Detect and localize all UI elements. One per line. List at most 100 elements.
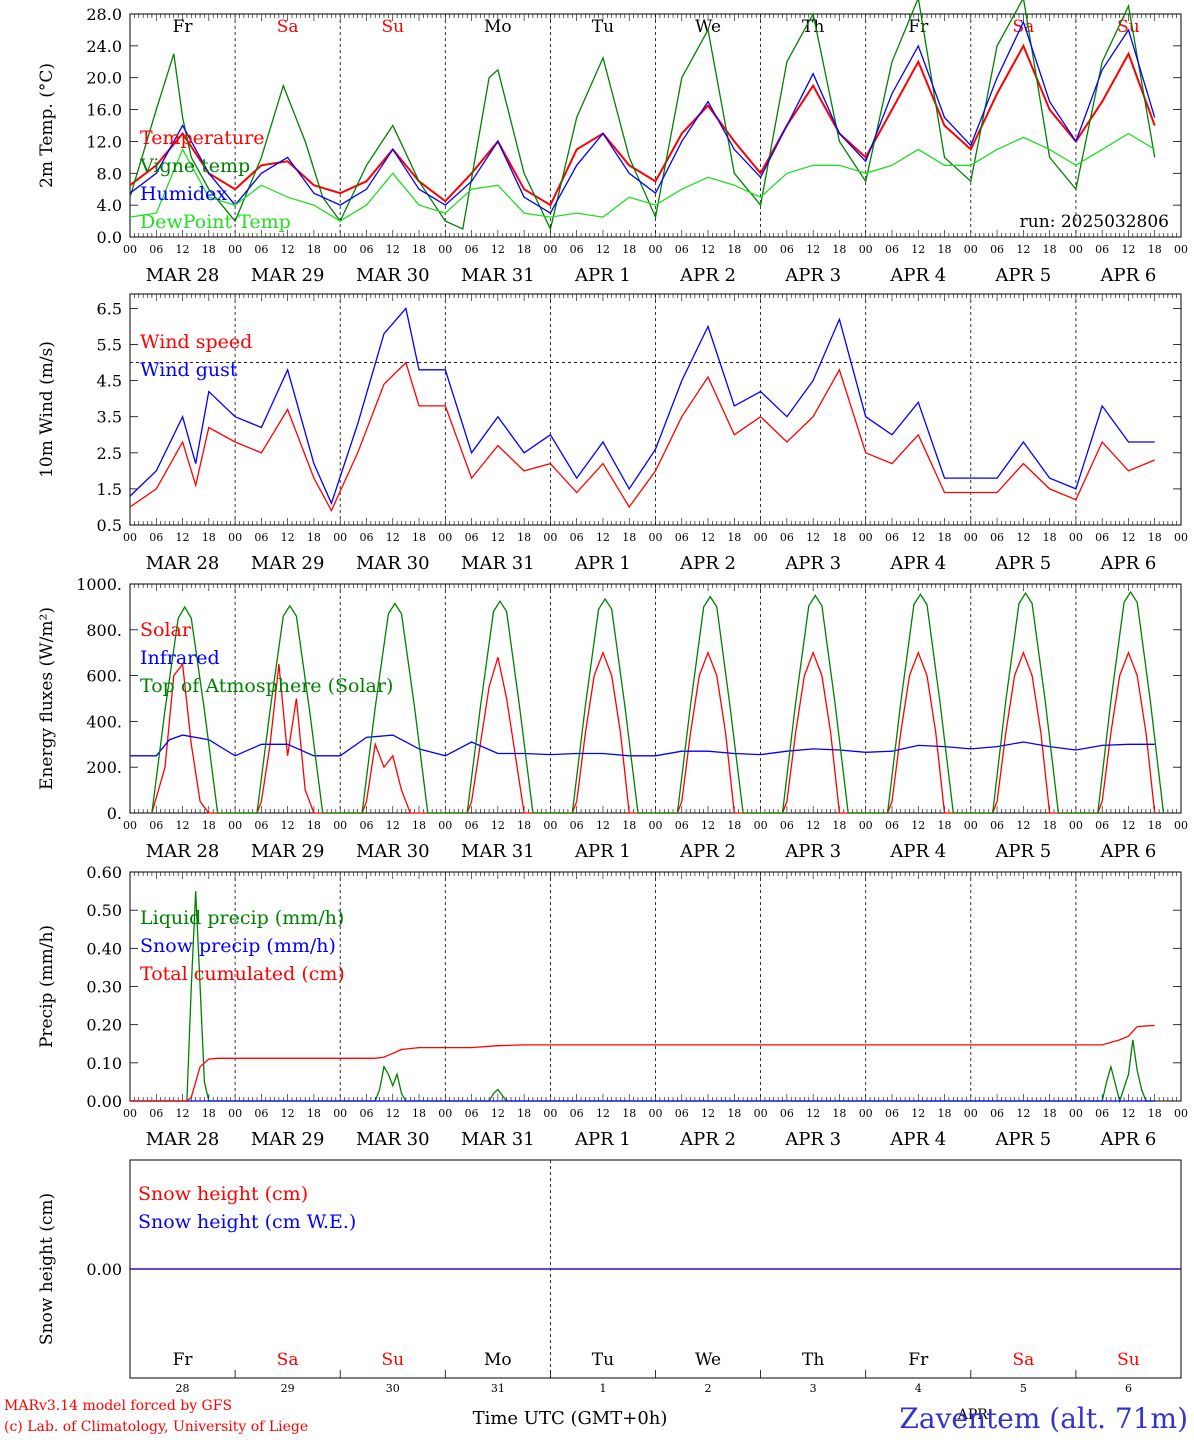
hour-tick-label: 06 (885, 243, 899, 256)
hour-tick-label: 12 (176, 1107, 190, 1120)
day-name: Sa (1012, 17, 1034, 37)
hour-tick-label: 18 (1043, 819, 1057, 832)
date-label: APR 6 (1100, 1129, 1157, 1150)
hour-tick-label: 06 (1095, 819, 1109, 832)
panel-energy: 00 06 12 18 00 06 12 18 00 06 12 18 00 06 12 18 00 06 12 18… (37, 575, 1188, 862)
hour-tick-label: 06 (990, 1107, 1004, 1120)
hour-tick-label: 00 (333, 819, 347, 832)
hour-tick-label: 18 (412, 531, 426, 544)
y-axis-label: Snow height (cm) (37, 1193, 57, 1345)
hour-tick-label: 06 (359, 531, 373, 544)
hour-tick-label: 12 (1016, 819, 1030, 832)
panel-wind: 00 06 12 18 00 06 12 18 00 06 12 18 00 06 12 18 00 06 12 18… (37, 293, 1188, 574)
hour-tick-label: 12 (701, 819, 715, 832)
hour-tick-label: 00 (123, 819, 137, 832)
hour-tick-label: 12 (176, 531, 190, 544)
hour-tick-label: 06 (990, 531, 1004, 544)
copyright-credit: (c) Lab. of Climatology, University of L… (4, 1419, 309, 1435)
hour-tick-label: 18 (727, 819, 741, 832)
hour-tick-label: 06 (780, 531, 794, 544)
hour-tick-label: 00 (754, 531, 768, 544)
hour-tick-label: 00 (228, 819, 242, 832)
hour-tick-label: 12 (281, 243, 295, 256)
hour-tick-label: 06 (149, 1107, 163, 1120)
hour-tick-label: 12 (911, 243, 925, 256)
y-tick-label: 0.00 (86, 1260, 122, 1279)
hour-tick-label: 06 (149, 243, 163, 256)
hour-tick-label: 12 (1121, 819, 1135, 832)
date-label: MAR 31 (461, 841, 535, 862)
x-axis-label: Time UTC (GMT+0h) (473, 1408, 668, 1429)
hour-tick-label: 06 (359, 819, 373, 832)
y-tick-label: 0.20 (86, 1016, 122, 1035)
hour-tick-label: 18 (202, 531, 216, 544)
hour-tick-label: 00 (228, 531, 242, 544)
day-number: 6 (1125, 1382, 1132, 1395)
hour-tick-label: 00 (649, 531, 663, 544)
hour-tick-label: 06 (675, 243, 689, 256)
hour-tick-label: 00 (964, 1107, 978, 1120)
legend-entry: Temperature (140, 127, 264, 149)
hour-tick-label: 00 (228, 243, 242, 256)
date-label: APR 3 (784, 841, 841, 862)
day-number: 2 (705, 1382, 712, 1395)
hour-tick-label: 00 (964, 531, 978, 544)
hour-tick-label: 18 (1148, 243, 1162, 256)
date-label: APR 3 (784, 265, 841, 286)
hour-tick-label: 18 (832, 243, 846, 256)
y-tick-label: 1000. (76, 575, 122, 594)
y-tick-label: 600. (86, 667, 122, 686)
hour-tick-label: 06 (675, 531, 689, 544)
hour-tick-label: 18 (517, 819, 531, 832)
day-number: 29 (281, 1382, 295, 1395)
hour-tick-label: 12 (1016, 1107, 1030, 1120)
day-name: We (695, 17, 721, 37)
hour-tick-label: 12 (386, 819, 400, 832)
day-name: Sa (277, 1350, 299, 1370)
date-label: APR 4 (889, 1129, 946, 1150)
day-number: 31 (491, 1382, 505, 1395)
hour-tick-label: 00 (123, 1107, 137, 1120)
date-label: APR 5 (994, 265, 1051, 286)
y-tick-label: 0.40 (86, 939, 122, 958)
y-tick-label: 24.0 (86, 37, 122, 56)
hour-tick-label: 18 (307, 243, 321, 256)
legend-entry: Infrared (140, 647, 220, 669)
hour-tick-label: 12 (911, 531, 925, 544)
panel-precip: 00 06 12 18 00 06 12 18 00 06 12 18 00 06 12 18 00 06 12 18… (37, 863, 1188, 1150)
date-label: APR 3 (784, 1129, 841, 1150)
series-line-vigne-temp (129, 0, 1156, 231)
hour-tick-label: 00 (754, 1107, 768, 1120)
hour-tick-label: 00 (1174, 531, 1188, 544)
hour-tick-label: 06 (465, 243, 479, 256)
y-axis-label: 2m Temp. (°C) (37, 63, 57, 188)
day-name: Fr (173, 17, 194, 37)
panel-temperature: 00 06 12 18 00 06 12 18 00 06 12 18 00 06 12 18 00 06 12 18… (37, 0, 1188, 286)
series-line-infrared (130, 734, 1155, 757)
hour-tick-label: 12 (491, 531, 505, 544)
y-tick-label: 0.00 (86, 1092, 122, 1111)
y-tick-label: 0.60 (86, 863, 122, 882)
hour-tick-label: 12 (176, 819, 190, 832)
hour-tick-label: 00 (754, 243, 768, 256)
hour-tick-label: 12 (281, 531, 295, 544)
panel-snow: Fr 28 Sa 29 Su 30 Mo 31 Tu 1 We 2 Th 3 Fr 4 Sa 5 Su 6 0.00 Sn… (37, 1159, 1182, 1395)
day-name: Tu (592, 17, 614, 37)
hour-tick-label: 00 (1069, 531, 1083, 544)
legend-entry: Solar (140, 619, 192, 641)
date-label: APR 6 (1100, 841, 1157, 862)
date-label: APR 3 (784, 553, 841, 574)
y-tick-label: 5.5 (97, 336, 122, 355)
hour-tick-label: 06 (149, 531, 163, 544)
y-tick-label: 2.5 (97, 444, 122, 463)
date-label: MAR 30 (356, 1129, 430, 1150)
hour-tick-label: 06 (465, 1107, 479, 1120)
hour-tick-label: 18 (1043, 531, 1057, 544)
hour-tick-label: 12 (596, 819, 610, 832)
hour-tick-label: 06 (780, 243, 794, 256)
hour-tick-label: 00 (228, 1107, 242, 1120)
date-label: APR 2 (679, 1129, 736, 1150)
hour-tick-label: 00 (333, 243, 347, 256)
day-name: We (695, 1350, 721, 1370)
series-line-top-of-atmosphere-solar- (151, 590, 1165, 814)
